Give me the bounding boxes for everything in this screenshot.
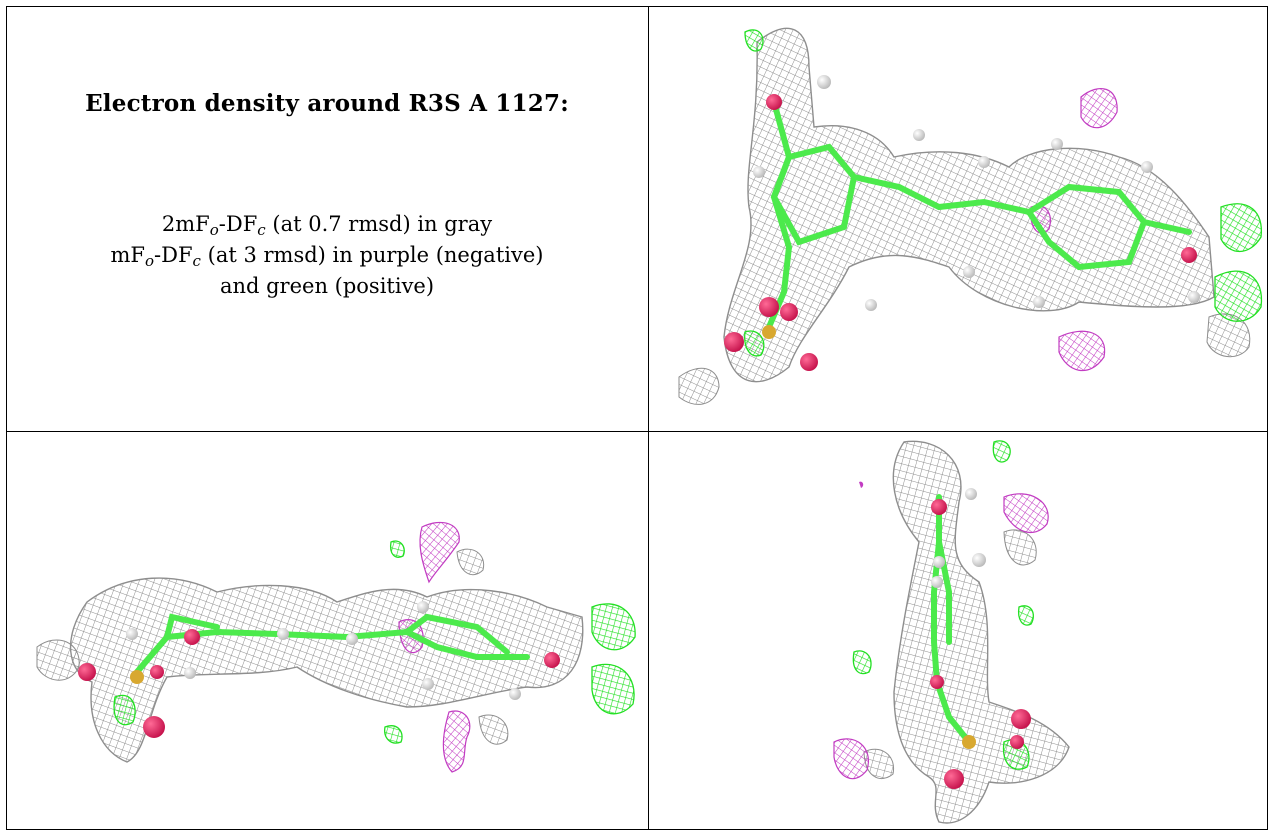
diff-positive-mesh bbox=[384, 725, 403, 744]
hydrogen-atoms bbox=[931, 488, 986, 588]
table-right-border bbox=[1267, 6, 1268, 830]
ligand-model bbox=[766, 99, 1192, 330]
diff-negative-mesh bbox=[1003, 493, 1049, 534]
oxygen-atoms bbox=[930, 499, 1031, 789]
figure-table: Electron density around R3S A 1127: 2mFo… bbox=[6, 6, 1268, 830]
density-panel-top-right bbox=[649, 7, 1267, 431]
diff-positive-mesh bbox=[389, 540, 405, 558]
density-panel-bottom-left bbox=[7, 432, 648, 829]
hydrogen-atoms bbox=[753, 75, 1200, 311]
table-bottom-border bbox=[6, 829, 1268, 830]
table-middle-border bbox=[6, 431, 1268, 432]
density-2fofc-blob bbox=[456, 548, 485, 575]
diff-positive-mesh bbox=[992, 440, 1011, 463]
oxygen-atoms bbox=[78, 629, 560, 738]
density-panel-bottom-right bbox=[649, 432, 1267, 829]
density-2fofc-blob bbox=[1003, 529, 1037, 566]
diff-negative-mesh bbox=[442, 710, 471, 773]
diff-positive-mesh bbox=[591, 663, 635, 715]
table-center-border bbox=[648, 6, 649, 830]
sulfur-atom bbox=[962, 735, 976, 749]
diff-negative-mesh bbox=[1080, 88, 1118, 129]
diff-positive-mesh bbox=[744, 330, 765, 357]
legend-line-2fofc: 2mFo-DFc (at 0.7 rmsd) in gray bbox=[161, 212, 493, 239]
diff-positive-mesh bbox=[1220, 203, 1262, 253]
table-top-border bbox=[6, 6, 1268, 7]
caption-title: Electron density around R3S A 1127: bbox=[85, 90, 569, 117]
hydrogen-atoms bbox=[126, 601, 521, 700]
legend-line-fofc: mFo-DFc (at 3 rmsd) in purple (negative) bbox=[110, 243, 544, 270]
diff-positive-mesh bbox=[1017, 605, 1034, 626]
diff-negative-mesh bbox=[859, 481, 864, 488]
sulfur-atom bbox=[130, 670, 144, 684]
diff-negative-mesh bbox=[419, 521, 460, 584]
density-2fofc-blob bbox=[36, 639, 80, 681]
density-2fofc-blob bbox=[478, 714, 509, 745]
diff-positive-mesh bbox=[852, 650, 872, 675]
legend-line-colors: and green (positive) bbox=[219, 274, 435, 298]
density-2fofc-mesh bbox=[892, 440, 1070, 824]
diff-positive-mesh bbox=[591, 603, 636, 651]
diff-positive-mesh bbox=[1214, 270, 1263, 322]
diff-positive-mesh bbox=[744, 29, 764, 52]
table-left-border bbox=[6, 6, 7, 830]
density-2fofc-blob bbox=[863, 748, 895, 779]
density-2fofc-blob bbox=[678, 367, 720, 405]
diff-positive-mesh bbox=[113, 694, 136, 726]
diff-negative-mesh bbox=[1058, 330, 1106, 372]
sulfur-atom bbox=[762, 325, 776, 339]
oxygen-atoms bbox=[724, 94, 1197, 371]
caption-legend: 2mFo-DFc (at 0.7 rmsd) in gray mFo-DFc (… bbox=[6, 209, 648, 302]
diff-negative-mesh bbox=[833, 738, 869, 780]
caption-cell: Electron density around R3S A 1127: 2mFo… bbox=[6, 6, 648, 431]
